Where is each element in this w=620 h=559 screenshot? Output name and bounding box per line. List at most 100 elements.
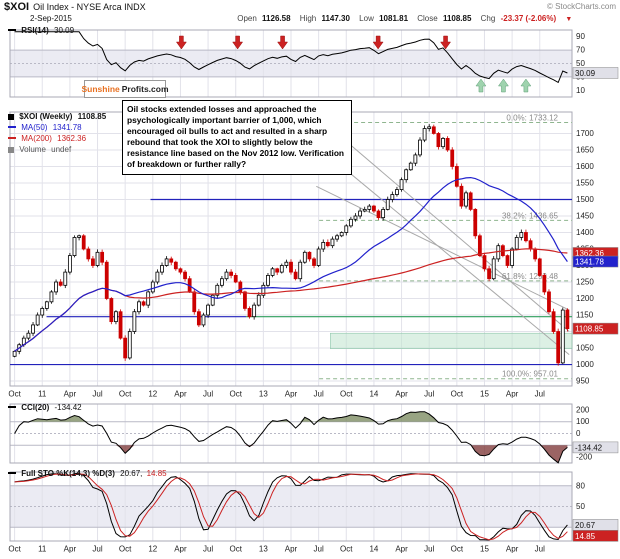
quote-open-value: 1126.58: [262, 14, 291, 23]
svg-text:Oct: Oct: [340, 390, 353, 399]
logo-part1: Sunshine: [81, 84, 120, 94]
legend-ma50-label: MA(50): [21, 123, 48, 132]
svg-text:1650: 1650: [576, 145, 594, 154]
svg-text:950: 950: [576, 377, 590, 386]
svg-text:1362.36: 1362.36: [575, 249, 604, 258]
svg-text:14: 14: [369, 390, 378, 399]
svg-text:Jul: Jul: [424, 545, 434, 554]
sto-value-k: 20.67,: [120, 469, 143, 478]
legend-xoi-value: 1108.85: [77, 112, 107, 121]
sto-label: Full STO %K(14,3) %D(3): [21, 469, 115, 478]
annotation-text: Oil stocks extended losses and approache…: [127, 104, 345, 170]
svg-text:Apr: Apr: [395, 390, 408, 399]
svg-text:Jul: Jul: [203, 545, 213, 554]
annotation-box: Oil stocks extended losses and approache…: [122, 100, 352, 175]
svg-text:13: 13: [259, 390, 268, 399]
sunshine-profits-logo[interactable]: Sunshine Profits.com: [81, 80, 169, 98]
svg-text:1341.78: 1341.78: [575, 258, 604, 267]
axis-labels: 9070503010170016501600155015001450140013…: [576, 32, 594, 532]
legend-volume-label: Volume: [19, 145, 46, 154]
rsi-line: [14, 31, 568, 84]
svg-text:14: 14: [369, 545, 378, 554]
svg-text:Apr: Apr: [64, 545, 77, 554]
quote-bar: 2-Sep-2015 Open 1126.58 High 1147.30 Low…: [30, 14, 573, 24]
svg-text:Jul: Jul: [92, 390, 102, 399]
svg-text:61.8%: 1253.48: 61.8%: 1253.48: [502, 272, 559, 281]
sto-line-marker-icon: [8, 472, 16, 474]
chart-header: $XOI Oil Index - NYSE Arca INDX: [4, 2, 146, 13]
legend-volume-value: undef: [51, 145, 72, 154]
svg-text:11: 11: [38, 390, 47, 399]
svg-text:1450: 1450: [576, 211, 594, 220]
svg-text:Apr: Apr: [64, 390, 77, 399]
svg-text:1600: 1600: [576, 162, 594, 171]
cci-value: -134.42: [54, 403, 82, 412]
svg-text:Jul: Jul: [535, 545, 545, 554]
svg-text:1108.85: 1108.85: [575, 325, 604, 334]
svg-text:14.85: 14.85: [575, 532, 596, 541]
svg-text:90: 90: [576, 32, 585, 41]
symbol-label: $XOI: [4, 1, 30, 13]
svg-text:50: 50: [576, 502, 585, 511]
svg-text:Apr: Apr: [285, 390, 298, 399]
svg-text:Oct: Oct: [451, 545, 464, 554]
legend-ma200: MA(200) 1362.36: [8, 135, 86, 143]
svg-text:1250: 1250: [576, 278, 594, 287]
legend-xoi-label: $XOI (Weekly): [19, 112, 73, 121]
legend-ma200-label: MA(200): [21, 134, 52, 143]
svg-text:Oct: Oct: [119, 545, 132, 554]
svg-text:1550: 1550: [576, 178, 594, 187]
chg-down-arrow-icon: ▼: [565, 16, 573, 23]
svg-text:1000: 1000: [576, 360, 594, 369]
rsi-line-marker-icon: [8, 29, 16, 31]
svg-text:1150: 1150: [576, 311, 594, 320]
cci-line-marker-icon: [8, 406, 16, 408]
svg-text:Jul: Jul: [535, 390, 545, 399]
stochastic-lines: [14, 472, 568, 541]
svg-text:15: 15: [480, 545, 489, 554]
copyright-text: © StockCharts.com: [546, 2, 616, 11]
legend-ma50: MA(50) 1341.78: [8, 124, 82, 132]
svg-text:Apr: Apr: [395, 545, 408, 554]
price-overlays: [10, 129, 573, 366]
quote-open-label: Open: [237, 14, 257, 23]
signal-arrows: [175, 35, 532, 93]
svg-text:20.67: 20.67: [575, 521, 596, 530]
rsi-label: RSI(14): [21, 26, 49, 35]
svg-text:Jul: Jul: [314, 545, 324, 554]
legend-ma200-value: 1362.36: [57, 134, 87, 143]
reference-lines: [10, 49, 572, 528]
quote-low-label: Low: [359, 14, 374, 23]
svg-text:200: 200: [576, 405, 590, 414]
svg-text:80: 80: [576, 481, 585, 490]
svg-text:12: 12: [148, 545, 157, 554]
ma200-line-marker-icon: [8, 137, 16, 139]
sto-value-d: 14.85: [146, 469, 167, 478]
svg-text:Jul: Jul: [92, 545, 102, 554]
svg-text:Apr: Apr: [285, 545, 298, 554]
legend-volume: Volume undef: [8, 146, 71, 154]
svg-text:1050: 1050: [576, 344, 594, 353]
svg-text:30.09: 30.09: [575, 69, 596, 78]
legend-ma50-value: 1341.78: [52, 123, 82, 132]
svg-text:Oct: Oct: [229, 545, 242, 554]
svg-text:1500: 1500: [576, 195, 594, 204]
chart-date: 2-Sep-2015: [30, 14, 72, 23]
x-axis-labels: Oct 11 Apr Jul Oct 12 Apr Jul Oct 13 Apr Jul Oct 14 Ap…: [8, 390, 545, 554]
svg-text:1400: 1400: [576, 228, 594, 237]
svg-text:12: 12: [148, 390, 157, 399]
svg-text:Jul: Jul: [203, 390, 213, 399]
copyright: © StockCharts.com: [547, 3, 616, 11]
quote-chg-value: -23.37 (-2.06%): [500, 14, 557, 23]
svg-text:11: 11: [38, 545, 47, 554]
svg-text:-134.42: -134.42: [575, 443, 603, 452]
rsi-value: 30.09: [54, 26, 75, 35]
quote-close-value: 1108.85: [442, 14, 472, 23]
svg-text:Apr: Apr: [174, 390, 187, 399]
quote-low-value: 1081.81: [379, 14, 409, 23]
svg-text:50: 50: [576, 59, 585, 68]
svg-text:100.0%: 957.01: 100.0%: 957.01: [502, 370, 559, 379]
svg-text:Apr: Apr: [506, 390, 519, 399]
